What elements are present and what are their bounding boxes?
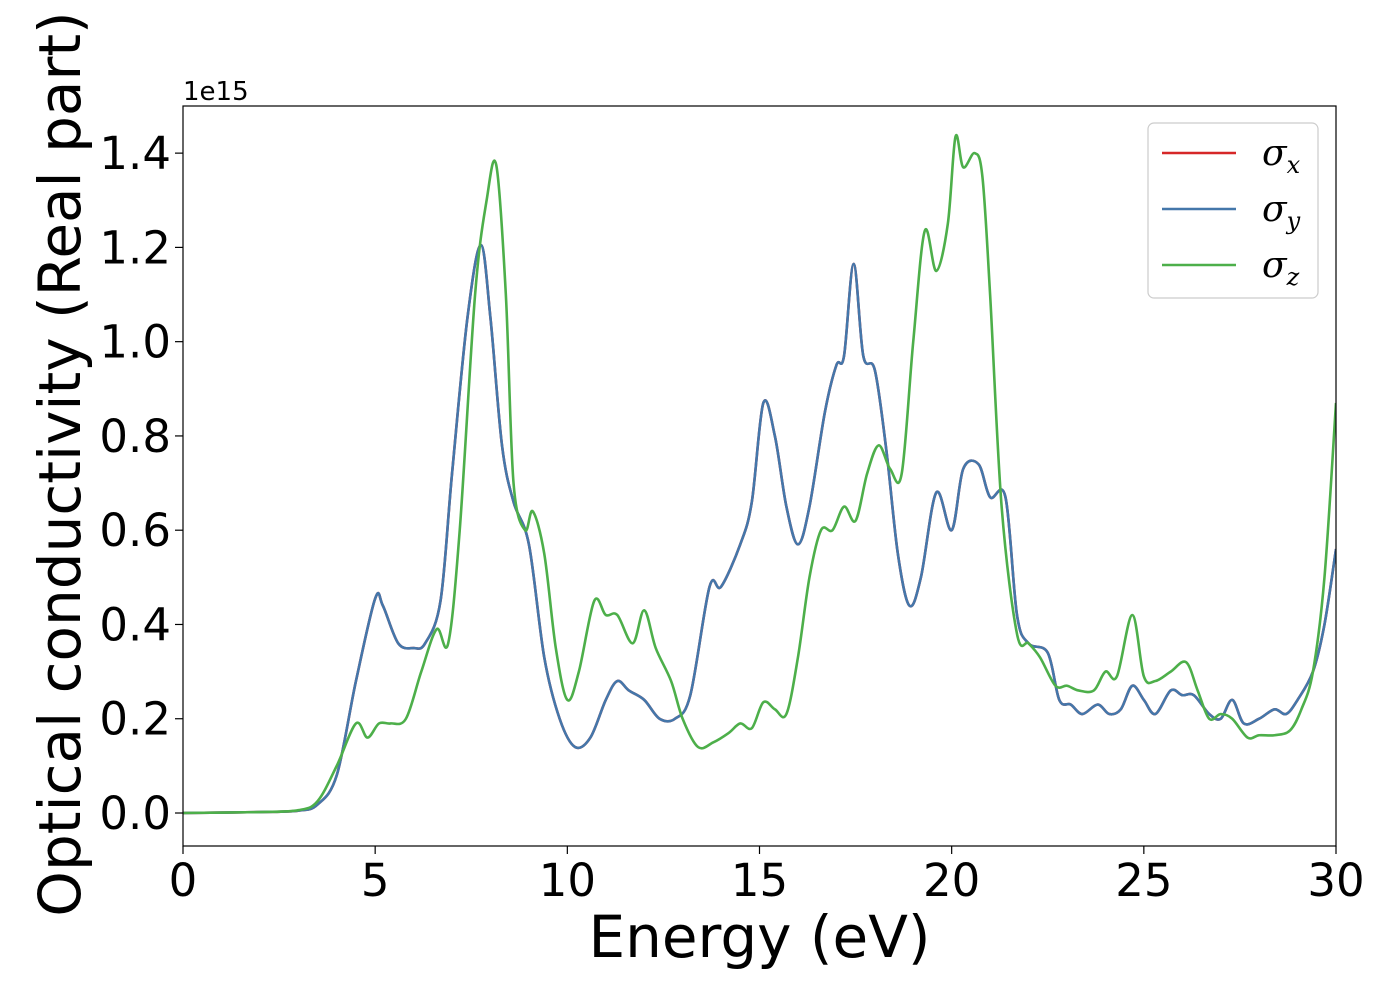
series-line-z (183, 133, 1336, 815)
x-tick-label: 5 (361, 854, 390, 907)
y-tick-label: 0.4 (99, 598, 171, 651)
series-layer (183, 133, 1336, 815)
series-line-y (183, 243, 1336, 815)
x-tick-label: 10 (539, 854, 596, 907)
x-axis: 0 5 10 15 20 25 30 (169, 846, 1365, 907)
legend: σx σy σz (1147, 122, 1319, 299)
y-tick-label: 1.4 (99, 127, 171, 180)
x-tick-label: 20 (923, 854, 980, 907)
legend-label-x: σx (1262, 133, 1301, 179)
y-tick-label: 1.2 (99, 221, 171, 274)
y-tick-label: 1.0 (99, 316, 171, 369)
x-tick-label: 25 (1115, 854, 1172, 907)
x-tick-label: 15 (731, 854, 788, 907)
y-tick-label: 0.2 (99, 693, 171, 746)
y-axis-label: Optical conductivity (Real part) (26, 11, 94, 916)
legend-label-y: σy (1262, 189, 1301, 235)
legend-box (1147, 122, 1319, 299)
y-tick-label: 0.6 (99, 504, 171, 557)
y-tick-label: 0.8 (99, 410, 171, 463)
legend-label-z: σz (1262, 245, 1300, 291)
y-tick-label: 0.0 (99, 787, 171, 840)
x-tick-label: 0 (169, 854, 198, 907)
x-tick-label: 30 (1307, 854, 1364, 907)
y-offset-label: 1e15 (183, 77, 249, 107)
y-axis: 0.0 0.2 0.4 0.6 0.8 1.0 1.2 1.4 (99, 127, 183, 840)
x-axis-label: Energy (eV) (588, 903, 930, 971)
